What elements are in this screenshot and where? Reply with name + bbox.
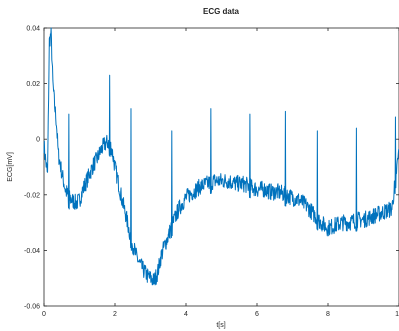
y-tick-label: -0.06: [24, 304, 40, 311]
y-tick-label: 0: [36, 137, 40, 144]
y-tick-label: -0.02: [24, 192, 40, 199]
x-tick-label: 10: [395, 311, 399, 318]
y-axis: -0.06 -0.04 -0.02 0 0.02 0.04: [24, 26, 399, 311]
x-tick-label: 8: [326, 311, 330, 318]
y-tick-label: 0.04: [26, 26, 40, 33]
x-tick-label: 0: [42, 311, 46, 318]
x-axis: 0 2 4 6 8 10: [42, 28, 399, 318]
y-axis-label: ECG[mV]: [7, 152, 14, 182]
x-tick-label: 2: [113, 311, 117, 318]
y-tick-label: 0.02: [26, 81, 40, 88]
series-group: [43, 27, 399, 286]
x-tick-label: 4: [184, 311, 188, 318]
x-tick-label: 6: [255, 311, 259, 318]
ecg-series-line: [43, 27, 399, 286]
x-axis-label: t[s]: [216, 322, 225, 329]
plot-area: [43, 27, 399, 307]
chart-title: ECG data: [203, 7, 240, 16]
y-tick-label: -0.04: [24, 248, 40, 255]
